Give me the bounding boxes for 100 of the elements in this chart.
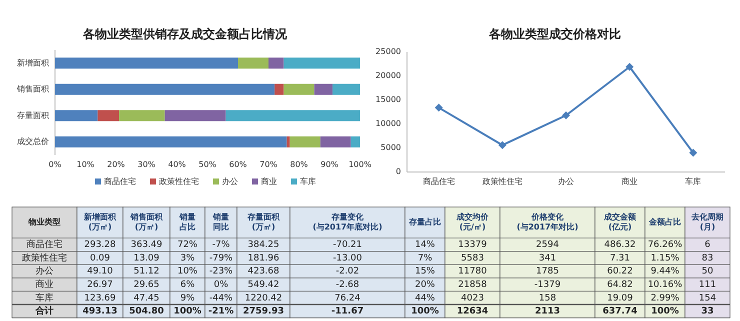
chart-title: 各物业类型成交价格对比 [488, 27, 621, 41]
category-label: 办公 [36, 266, 54, 277]
point [562, 111, 570, 120]
text: 10.16% [648, 280, 682, 290]
bar [320, 136, 351, 148]
text: 504.80 [129, 306, 164, 317]
text: 50 [702, 266, 714, 277]
text: 6% [180, 280, 195, 290]
text: 100% [174, 306, 202, 317]
text: 2759.93 [243, 306, 284, 317]
x-tick-label: 车库 [685, 177, 702, 186]
bar [332, 84, 360, 95]
text: 341 [538, 253, 556, 264]
text: 29.65 [134, 280, 160, 290]
category-label: 新增面积 (万㎡) [83, 212, 117, 232]
x-tick-label: 商品住宅 [422, 177, 455, 186]
bar [119, 110, 165, 122]
text: 2113 [534, 306, 560, 317]
text: -2.02 [336, 266, 360, 277]
text: 363.49 [130, 240, 162, 250]
bar [164, 110, 226, 122]
text: 154 [698, 293, 716, 304]
text: 293.28 [84, 240, 116, 250]
category-label: 价格变化 (与2017年对比) [516, 212, 578, 232]
text: -44% [209, 293, 233, 304]
x-tick-label: 30% [138, 160, 156, 169]
text: -23% [209, 266, 233, 277]
text: 486.32 [604, 240, 636, 250]
text: 15% [414, 266, 436, 277]
x-tick-label: 90% [320, 160, 339, 169]
text: 7% [418, 253, 432, 264]
text: 21858 [458, 280, 487, 290]
bar [284, 84, 314, 95]
y-tick-label: 0 [396, 167, 401, 176]
category-label: 政策性住宅 [22, 253, 67, 264]
category-label: 商业 [36, 280, 54, 290]
y-tick-label: 25000 [376, 47, 401, 56]
x-tick-label: 40% [168, 160, 186, 169]
text: 76.26% [648, 240, 682, 250]
point [689, 148, 698, 157]
bar [350, 136, 360, 148]
text: 1.15% [650, 253, 680, 264]
category-label: 存量占比 [408, 218, 441, 227]
category-label: 销量占比 [178, 212, 196, 232]
text: -11.67 [331, 306, 364, 317]
bar [238, 58, 268, 69]
x-tick-label: 60% [229, 160, 248, 169]
bar [55, 136, 287, 148]
text: 9% [180, 293, 195, 304]
category-label: 物业类型 [28, 218, 60, 227]
text: 83 [702, 253, 714, 264]
text: -1379 [534, 280, 561, 290]
category-label: 存量变化 (与2017年底对比) [312, 212, 382, 232]
bar [55, 58, 238, 69]
category-label: 成交均价 (元/㎡) [456, 212, 490, 232]
bar [55, 84, 275, 95]
y-tick-label: 成交总价 [17, 137, 49, 146]
text: 100% [651, 306, 679, 317]
text: 60.22 [607, 266, 633, 277]
category-label: 合计 [36, 306, 54, 317]
y-tick-label: 5000 [380, 143, 401, 152]
text: -13.00 [332, 253, 362, 264]
category-label: 商品住宅 [26, 240, 62, 250]
text: 47.45 [134, 293, 160, 304]
text: 423.68 [248, 266, 280, 277]
category-label: 销量同比 [212, 212, 229, 232]
text: 637.74 [602, 306, 638, 317]
bar [268, 58, 284, 69]
y-tick-label: 新增面积 [17, 58, 49, 68]
text: -7% [212, 240, 230, 250]
text: 51.12 [134, 266, 160, 277]
text: 7.31 [610, 253, 630, 264]
text: 13.09 [134, 253, 160, 264]
text: -2.68 [336, 280, 360, 290]
category-label: 车库 [36, 293, 54, 304]
text: 1785 [536, 266, 559, 277]
text: 10% [177, 266, 198, 277]
y-tick-label: 存量面积 [17, 110, 49, 120]
text: 1220.42 [244, 293, 282, 304]
x-tick-label: 80% [290, 160, 308, 169]
bar [286, 136, 290, 148]
text: 72% [177, 240, 198, 250]
y-tick-label: 15000 [376, 95, 401, 104]
x-tick-label: 50% [198, 160, 217, 169]
text: 181.96 [248, 253, 280, 264]
text: 33 [701, 306, 714, 317]
bar [98, 110, 120, 122]
text: 158 [538, 293, 556, 304]
text: -70.21 [332, 240, 362, 250]
text: -79% [209, 253, 233, 264]
text: 111 [698, 280, 716, 290]
chart-title: 各物业类型供销存及成交金额占比情况 [82, 27, 288, 41]
x-tick-label: 0% [48, 160, 62, 169]
x-tick-label: 政策性住宅 [482, 177, 522, 186]
text: 5583 [461, 253, 484, 264]
text: 100% [411, 306, 439, 317]
bar [274, 84, 284, 95]
text: 0.09 [90, 253, 110, 264]
y-tick-label: 20000 [376, 71, 401, 80]
x-tick-label: 10% [76, 160, 95, 169]
